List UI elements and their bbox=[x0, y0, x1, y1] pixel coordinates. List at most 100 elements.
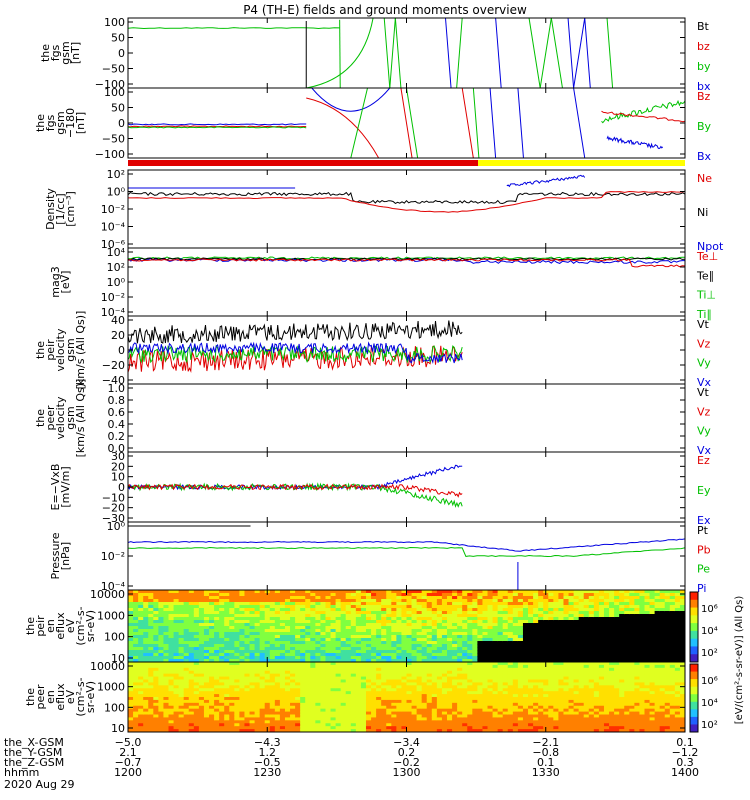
spectrogram-cell bbox=[239, 614, 245, 618]
spectrogram-cell bbox=[598, 650, 605, 654]
spectrogram-cell bbox=[517, 632, 524, 636]
spectrogram-cell bbox=[659, 647, 666, 651]
spectrogram-cell bbox=[447, 682, 453, 686]
spectrogram-cell bbox=[371, 647, 377, 651]
spectrogram-cell bbox=[517, 659, 524, 662]
spectrogram-cell bbox=[426, 614, 433, 618]
spectrogram-cell bbox=[300, 647, 306, 651]
spectrogram-cell bbox=[664, 605, 671, 609]
spectrogram-cell bbox=[198, 656, 205, 660]
spectrogram-cell bbox=[158, 629, 164, 633]
spectrogram-cell bbox=[279, 596, 286, 600]
spectrogram-cell bbox=[522, 679, 529, 683]
spectrogram-cell bbox=[198, 711, 205, 715]
spectrogram-cell bbox=[290, 653, 296, 657]
spectrogram-cell bbox=[365, 664, 372, 669]
spectrogram-cell bbox=[492, 638, 499, 642]
spectrogram-cell bbox=[153, 697, 159, 701]
spectrogram-cell bbox=[325, 659, 332, 662]
spectrogram-cell bbox=[229, 647, 235, 651]
spectrogram-cell bbox=[517, 653, 524, 657]
spectrogram-cell bbox=[173, 667, 180, 672]
spectrogram-cell bbox=[143, 629, 149, 633]
spectrogram-cell bbox=[548, 647, 554, 651]
spectrogram-cell bbox=[153, 623, 159, 627]
spectrogram-cell bbox=[274, 617, 281, 621]
spectrogram-cell bbox=[517, 614, 524, 618]
spectrogram-cell bbox=[609, 596, 615, 600]
spectrogram-cell bbox=[148, 667, 154, 672]
spectrogram-cell bbox=[188, 599, 195, 603]
spectrogram-cell bbox=[163, 699, 170, 704]
spectrogram-cell bbox=[310, 602, 316, 606]
spectrogram-cell bbox=[178, 662, 185, 666]
spectrogram-cell bbox=[269, 638, 276, 642]
y-axis-label-line: Density bbox=[44, 188, 57, 230]
spectrogram-cell bbox=[426, 632, 433, 636]
spectrogram-cell bbox=[441, 596, 448, 600]
spectrogram-cell bbox=[472, 602, 478, 606]
spectrogram-cell bbox=[441, 720, 448, 724]
spectrogram-cell bbox=[138, 664, 144, 669]
spectrogram-cell bbox=[209, 664, 215, 669]
spectrogram-cell bbox=[609, 611, 615, 615]
spectrogram-cell bbox=[244, 691, 251, 695]
spectrogram-cell bbox=[310, 685, 316, 689]
spectrogram-cell bbox=[381, 626, 387, 630]
spectrogram-cell bbox=[183, 673, 190, 678]
spectrogram-cell bbox=[416, 617, 423, 621]
spectrogram-cell bbox=[219, 691, 225, 695]
spectrogram-cell bbox=[345, 632, 352, 636]
spectrogram-cell bbox=[517, 676, 524, 680]
spectrogram-cell bbox=[487, 632, 494, 636]
spectrogram-cell bbox=[512, 679, 519, 683]
spectrogram-cell bbox=[320, 729, 326, 732]
spectrogram-cell bbox=[447, 632, 453, 636]
spectrogram-cell bbox=[522, 635, 529, 639]
spectrogram-cell bbox=[548, 596, 554, 600]
spectrogram-cell bbox=[624, 635, 630, 639]
spectrogram-cell bbox=[284, 726, 291, 730]
spectrogram-cell bbox=[284, 676, 291, 680]
spectrogram-cell bbox=[330, 723, 337, 727]
spectrogram-cell bbox=[355, 717, 362, 721]
spectrogram-cell bbox=[163, 664, 170, 669]
spectrogram-cell bbox=[330, 699, 337, 704]
spectrogram-cell bbox=[578, 656, 585, 660]
spectrogram-cell bbox=[173, 626, 180, 630]
spectrogram-cell bbox=[421, 694, 428, 698]
spectrogram-cell bbox=[659, 614, 666, 618]
spectrogram-cell bbox=[163, 653, 170, 657]
spectrogram-cell bbox=[416, 726, 423, 730]
spectrogram-cell bbox=[330, 626, 337, 630]
spectrogram-cell bbox=[502, 641, 509, 645]
spectrogram-cell bbox=[345, 596, 352, 600]
spectrogram-cell bbox=[452, 638, 458, 642]
spectrogram-cell bbox=[244, 705, 251, 710]
spectrogram-cell bbox=[229, 620, 235, 624]
spectrogram-cell bbox=[340, 685, 347, 689]
spectrogram-cell bbox=[391, 679, 397, 683]
spectrogram-cell bbox=[315, 638, 321, 642]
spectrogram-cell bbox=[376, 623, 382, 627]
spectrogram-cell bbox=[593, 599, 600, 603]
spectrogram-cell bbox=[340, 662, 347, 666]
spectrogram-cell bbox=[148, 694, 154, 698]
spectrogram-cell bbox=[411, 682, 418, 686]
spectrogram-cell bbox=[371, 694, 377, 698]
spectrogram-cell bbox=[244, 635, 251, 639]
spectrogram-cell bbox=[426, 647, 433, 651]
spectrogram-cell bbox=[522, 656, 529, 660]
spectrogram-cell bbox=[583, 590, 590, 594]
spectrogram-cell bbox=[522, 702, 529, 707]
spectrogram-cell bbox=[274, 599, 281, 603]
spectrogram-cell bbox=[315, 697, 321, 701]
spectrogram-cell bbox=[143, 711, 149, 715]
spectrogram-cell bbox=[360, 673, 367, 678]
spectrogram-cell bbox=[330, 605, 337, 609]
spectrogram-cell bbox=[234, 644, 240, 648]
spectrogram-cell bbox=[467, 644, 473, 648]
spectrogram-cell bbox=[234, 608, 240, 612]
legend-entry: Ey bbox=[697, 484, 711, 497]
spectrogram-cell bbox=[143, 662, 149, 666]
